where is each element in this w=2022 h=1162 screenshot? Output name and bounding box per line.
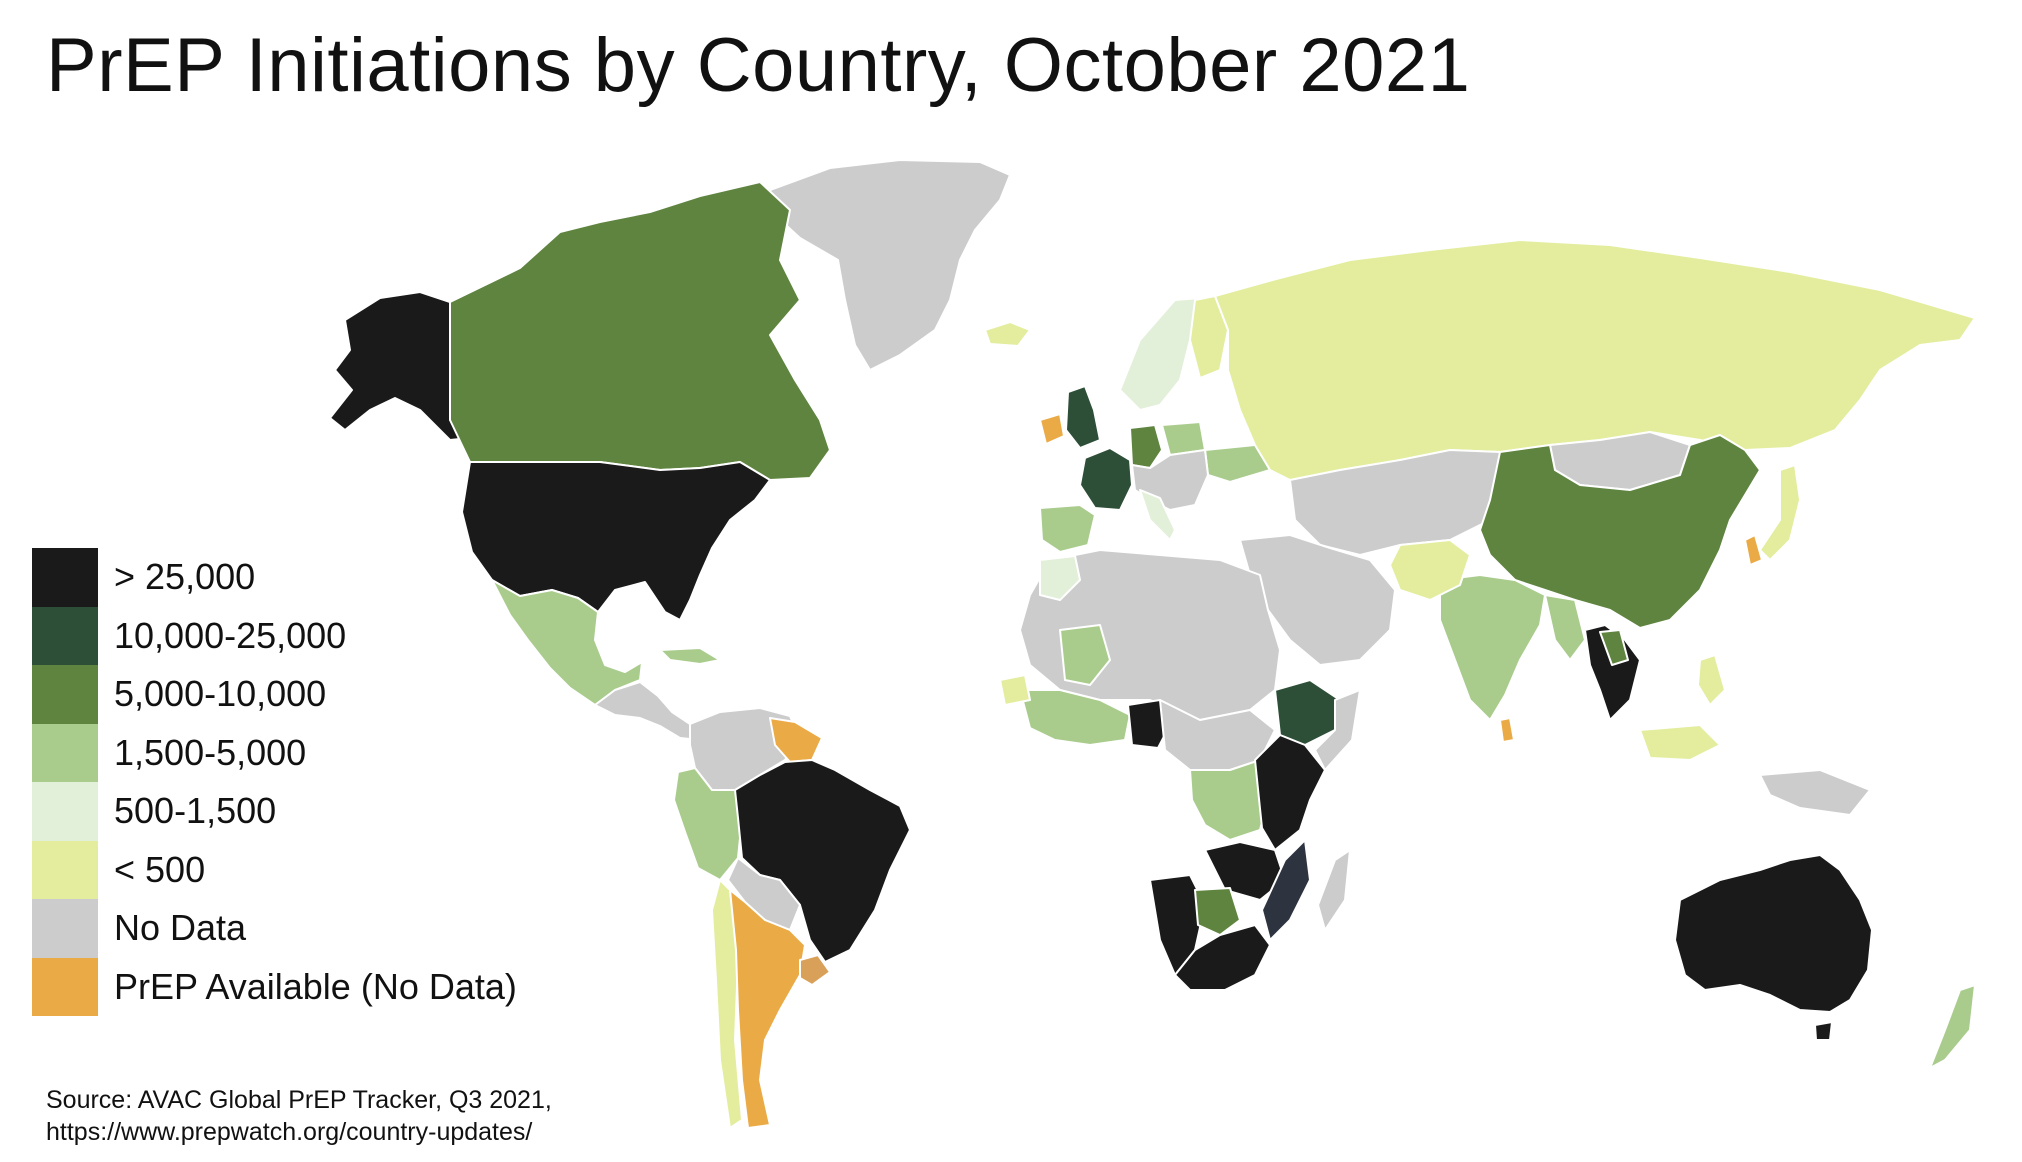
region-uruguay xyxy=(799,954,831,986)
legend-item: 500-1,500 xyxy=(32,782,517,841)
region-mexico xyxy=(491,579,643,706)
region-malaysia-indonesia xyxy=(1639,724,1721,761)
legend-swatch-under-500 xyxy=(32,840,98,899)
source-url: https://www.prepwatch.org/country-update… xyxy=(46,1118,533,1146)
legend-swatch-500-1500 xyxy=(32,782,98,841)
region-argentina xyxy=(729,889,806,1129)
legend-item: No Data xyxy=(32,899,517,958)
region-germany xyxy=(1129,424,1163,469)
legend-item: 10,000-25,000 xyxy=(32,606,517,665)
region-morocco xyxy=(1039,555,1081,601)
region-greenland xyxy=(769,159,1011,371)
legend-item: 1,500-5,000 xyxy=(32,723,517,782)
region-west-africa xyxy=(1019,689,1131,746)
region-south-korea xyxy=(1744,534,1763,566)
region-italy xyxy=(1139,489,1176,541)
region-australia xyxy=(1674,854,1873,1013)
legend-label: No Data xyxy=(114,907,247,949)
region-india xyxy=(1439,574,1546,721)
region-russia xyxy=(1214,239,1976,481)
legend-item: 5,000-10,000 xyxy=(32,665,517,724)
region-south-africa xyxy=(1174,924,1271,991)
region-uk xyxy=(1065,385,1101,449)
legend-swatch-no-data xyxy=(32,899,98,958)
region-caribbean xyxy=(659,647,721,665)
legend-label: 5,000-10,000 xyxy=(114,673,327,715)
region-france xyxy=(1079,447,1133,511)
region-canada xyxy=(449,181,831,481)
region-botswana xyxy=(1194,887,1241,936)
region-scandinavia xyxy=(1119,297,1201,411)
region-philippines xyxy=(1697,654,1726,706)
legend-label: PrEP Available (No Data) xyxy=(114,965,517,1007)
legend-swatch-prep-available xyxy=(32,957,98,1016)
legend-label: < 500 xyxy=(114,848,206,890)
region-tasmania xyxy=(1814,1021,1833,1041)
legend-item: < 500 xyxy=(32,840,517,899)
legend-label: 10,000-25,000 xyxy=(114,614,347,656)
legend-item: PrEP Available (No Data) xyxy=(32,957,517,1016)
region-east-africa xyxy=(1254,734,1326,851)
region-sri-lanka xyxy=(1499,717,1515,743)
region-iceland xyxy=(984,321,1031,347)
region-madagascar xyxy=(1317,849,1351,931)
legend-swatch-5000-10000 xyxy=(32,665,98,724)
region-spain xyxy=(1039,504,1096,553)
legend-label: > 25,000 xyxy=(114,556,256,598)
legend-label: 1,500-5,000 xyxy=(114,731,307,773)
legend-item: > 25,000 xyxy=(32,548,517,607)
source-note: Source: AVAC Global PrEP Tracker, Q3 202… xyxy=(46,1084,552,1148)
region-pakistan-afghanistan xyxy=(1389,539,1471,601)
region-new-zealand xyxy=(1929,984,1976,1069)
map-title: PrEP Initiations by Country, October 202… xyxy=(46,23,1471,108)
source-line: Source: AVAC Global PrEP Tracker, Q3 202… xyxy=(46,1086,552,1114)
region-drc xyxy=(1189,759,1271,841)
region-mozambique xyxy=(1261,839,1311,941)
region-ireland xyxy=(1039,413,1065,445)
region-laos xyxy=(1599,629,1629,666)
region-west-africa-small xyxy=(999,674,1031,706)
legend-swatch-10000-25000 xyxy=(32,606,98,665)
region-new-guinea xyxy=(1759,769,1871,816)
region-mali xyxy=(1059,624,1111,686)
region-china xyxy=(1479,434,1761,629)
legend-swatch-1500-5000 xyxy=(32,723,98,782)
region-japan xyxy=(1759,464,1801,561)
legend-swatch-over-25000 xyxy=(32,548,98,607)
legend-label: 500-1,500 xyxy=(114,790,277,832)
region-alaska xyxy=(329,291,471,441)
region-myanmar xyxy=(1544,594,1586,661)
map-legend: > 25,000 10,000-25,000 5,000-10,000 1,50… xyxy=(32,548,517,1016)
